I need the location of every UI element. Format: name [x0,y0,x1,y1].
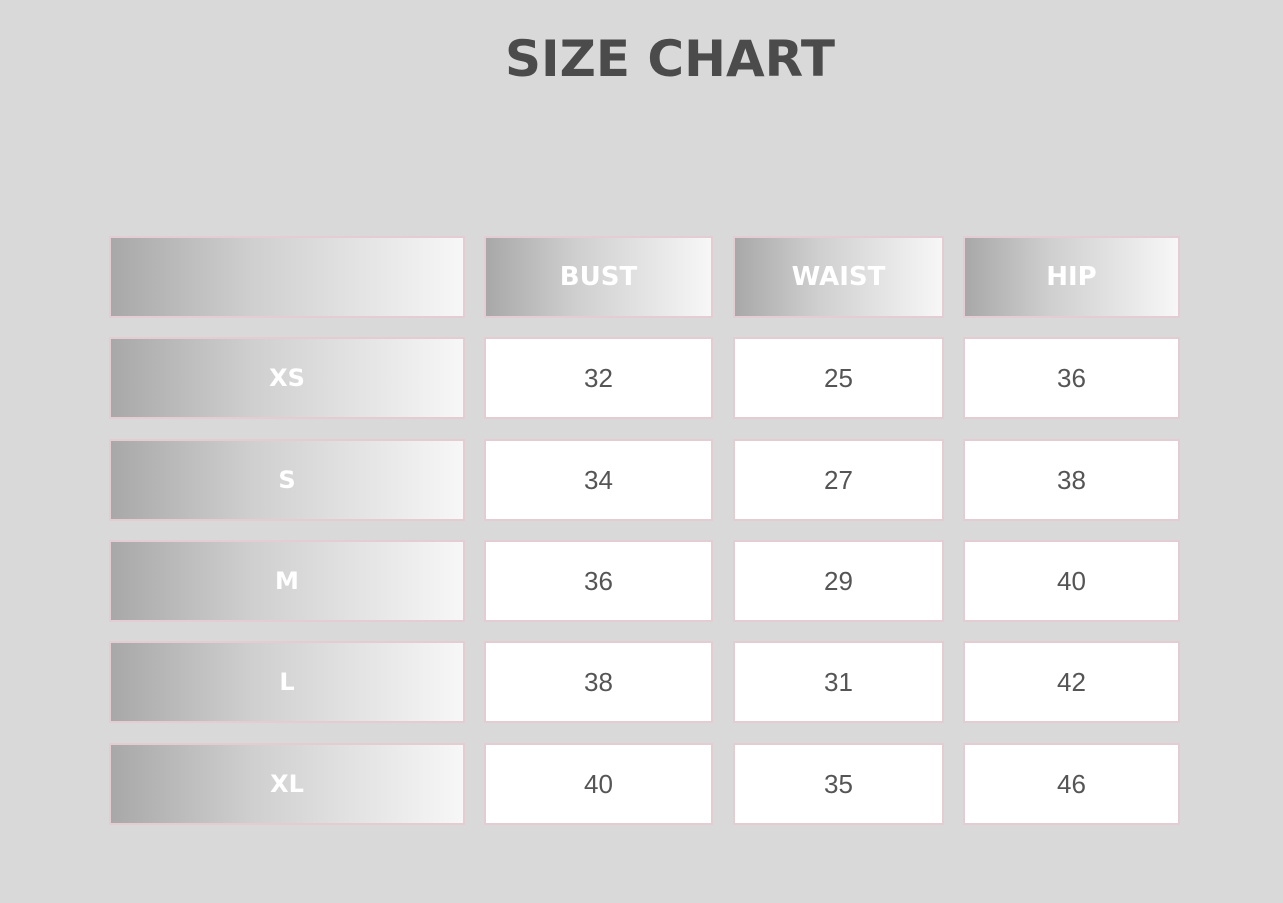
value-cell-text: 36 [1057,362,1086,393]
value-cell: 38 [484,641,713,723]
value-cell-text: 42 [1057,666,1086,697]
value-cell-text: 40 [1057,565,1086,596]
header-cell-blank [109,236,465,318]
value-cell: 32 [484,337,713,419]
value-cell: 46 [963,743,1180,825]
value-cell-text: 35 [824,768,853,799]
value-cell-text: 25 [824,362,853,393]
value-cell: 38 [963,439,1180,521]
value-cell: 40 [963,540,1180,622]
value-cell-text: 31 [824,666,853,697]
size-label-cell: L [109,641,465,723]
size-label-cell-text: S [278,466,296,494]
header-cell-bust-text: BUST [559,262,638,292]
value-cell: 29 [733,540,944,622]
value-cell-text: 29 [824,565,853,596]
value-cell-text: 38 [584,666,613,697]
size-label-cell-text: XL [270,770,304,798]
value-cell: 31 [733,641,944,723]
header-cell-bust: BUST [484,236,713,318]
header-cell-hip: HIP [963,236,1180,318]
value-cell-text: 32 [584,362,613,393]
value-cell: 42 [963,641,1180,723]
size-label-cell: M [109,540,465,622]
value-cell: 35 [733,743,944,825]
size-label-cell-text: L [279,668,295,696]
size-label-cell-text: XS [269,364,305,392]
header-cell-hip-text: HIP [1046,262,1097,292]
value-cell: 34 [484,439,713,521]
value-cell-text: 46 [1057,768,1086,799]
value-cell-text: 36 [584,565,613,596]
value-cell-text: 40 [584,768,613,799]
value-cell: 25 [733,337,944,419]
value-cell-text: 34 [584,464,613,495]
header-cell-waist: WAIST [733,236,944,318]
header-cell-waist-text: WAIST [791,262,886,292]
size-label-cell: XL [109,743,465,825]
size-label-cell: S [109,439,465,521]
size-label-cell: XS [109,337,465,419]
value-cell: 36 [484,540,713,622]
page-title: SIZE CHART [504,30,836,88]
value-cell: 40 [484,743,713,825]
size-label-cell-text: M [275,567,299,595]
value-cell: 27 [733,439,944,521]
value-cell: 36 [963,337,1180,419]
value-cell-text: 27 [824,464,853,495]
value-cell-text: 38 [1057,464,1086,495]
